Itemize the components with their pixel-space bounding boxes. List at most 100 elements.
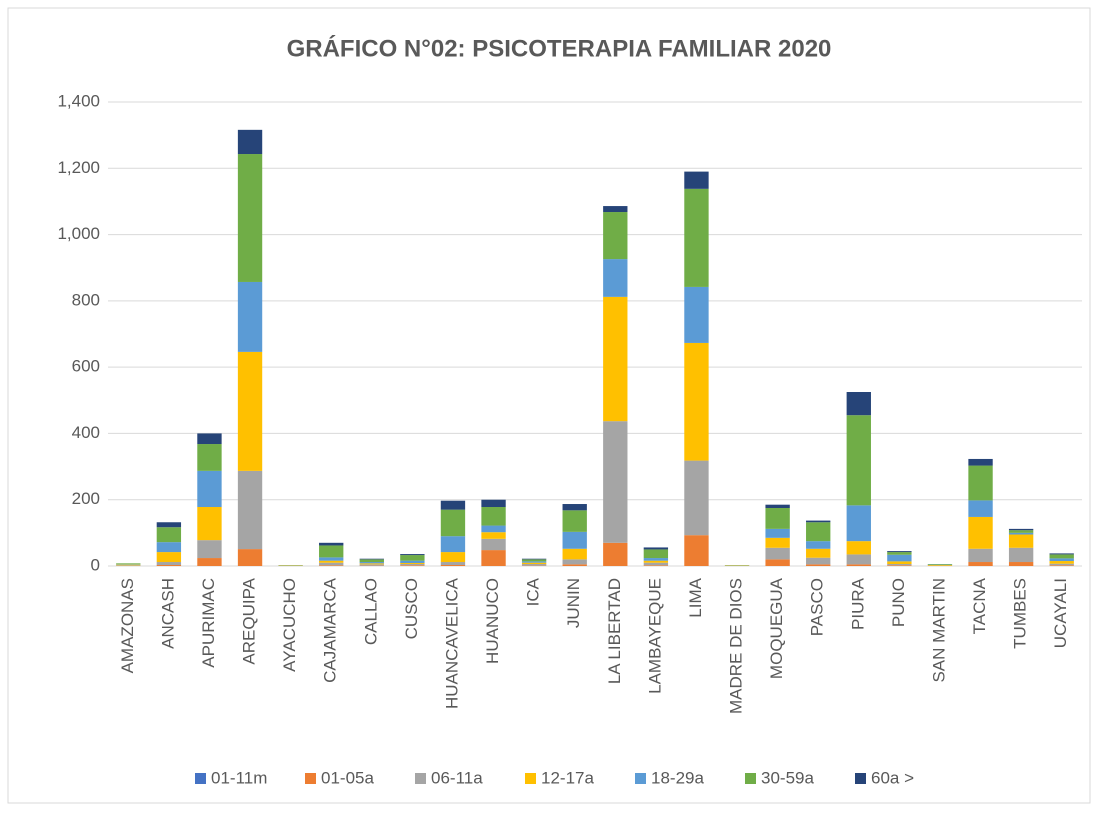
legend-label: 12-17a (541, 768, 594, 787)
bar-segment (197, 433, 221, 444)
bar-segment (1050, 553, 1074, 554)
bar-segment (684, 343, 708, 461)
bar-segment (197, 471, 221, 507)
bar-segment (360, 559, 384, 562)
bar-segment (319, 557, 343, 560)
bar-segment (481, 526, 505, 533)
bar-segment (644, 547, 668, 549)
bar-segment (1009, 548, 1033, 562)
x-tick-label: ICA (524, 577, 543, 606)
bar-segment (887, 561, 911, 564)
bar-segment (765, 559, 789, 566)
bar-segment (522, 559, 546, 561)
x-tick-label: TUMBES (1011, 578, 1030, 649)
bar-segment (1009, 533, 1033, 535)
x-tick-label: MADRE DE DIOS (727, 578, 746, 714)
bar-segment (603, 421, 627, 543)
legend-swatch (855, 773, 866, 784)
x-tick-label: LA LIBERTAD (605, 578, 624, 684)
bar-segment (644, 561, 668, 563)
bar-segment (481, 532, 505, 539)
bar-segment (968, 549, 992, 562)
x-tick-label: UCAYALI (1051, 578, 1070, 648)
bar-segment (887, 564, 911, 565)
bar-segment (157, 527, 181, 542)
bar-segment (806, 541, 830, 549)
legend-label: 01-05a (321, 768, 374, 787)
bar-segment (603, 206, 627, 212)
x-tick-label: MOQUEGUA (767, 577, 786, 679)
legend-swatch (305, 773, 316, 784)
bar-segment (1050, 565, 1074, 566)
bar-segment (441, 565, 465, 566)
x-tick-label: SAN MARTIN (929, 578, 948, 683)
bar-segment (481, 539, 505, 550)
bar-segment (116, 565, 140, 566)
bar-segment (684, 189, 708, 287)
bar-segment (887, 551, 911, 552)
x-tick-label: TACNA (970, 577, 989, 634)
y-tick-label: 1,000 (57, 224, 100, 243)
legend-label: 30-59a (761, 768, 814, 787)
bar-segment (847, 564, 871, 566)
y-tick-label: 600 (72, 357, 100, 376)
bar-segment (684, 535, 708, 566)
x-tick-label: APURIMAC (199, 578, 218, 668)
legend-swatch (635, 773, 646, 784)
y-tick-label: 800 (72, 290, 100, 309)
bar-segment (360, 559, 384, 560)
bar-segment (563, 504, 587, 510)
bar-segment (563, 510, 587, 532)
bar-segment (644, 565, 668, 566)
bar-segment (1009, 562, 1033, 566)
bar-segment (563, 549, 587, 560)
bar-segment (887, 555, 911, 562)
bar-segment (847, 415, 871, 505)
bar-segment (400, 565, 424, 566)
bar-segment (360, 562, 384, 563)
bar-segment (563, 532, 587, 549)
bar-segment (238, 352, 262, 471)
bar-segment (968, 500, 992, 517)
bar-segment (563, 559, 587, 564)
bar-segment (238, 154, 262, 282)
x-tick-label: AYACUCHO (280, 578, 299, 672)
bar-segment (157, 562, 181, 565)
bar-segment (968, 459, 992, 466)
x-tick-label: ANCASH (158, 578, 177, 649)
bar-segment (847, 554, 871, 564)
bar-segment (400, 555, 424, 561)
x-tick-label: AREQUIPA (240, 577, 259, 664)
bar-segment (928, 564, 952, 565)
bar-segment (1050, 561, 1074, 564)
bar-segment (238, 549, 262, 566)
bar-segment (319, 565, 343, 566)
bar-segment (522, 559, 546, 560)
bar-segment (847, 392, 871, 415)
x-tick-label: CAJAMARCA (321, 577, 340, 683)
bar-segment (806, 549, 830, 558)
bar-segment (197, 507, 221, 540)
bar-segment (765, 508, 789, 529)
x-tick-label: PIURA (848, 577, 867, 630)
bar-segment (441, 501, 465, 510)
bar-segment (928, 565, 952, 566)
bar-segment (157, 522, 181, 527)
x-tick-label: LIMA (686, 577, 705, 617)
bar-segment (603, 259, 627, 297)
x-tick-label: AMAZONAS (118, 578, 137, 673)
y-tick-label: 1,400 (57, 91, 100, 110)
legend-swatch (525, 773, 536, 784)
y-tick-label: 1,200 (57, 158, 100, 177)
bar-segment (765, 548, 789, 560)
legend-label: 06-11a (431, 768, 483, 787)
x-tick-label: HUANUCO (483, 578, 502, 664)
x-tick-label: CUSCO (402, 578, 421, 639)
bar-segment (319, 545, 343, 557)
bar-segment (563, 564, 587, 566)
legend-swatch (195, 773, 206, 784)
bar-segment (1009, 535, 1033, 548)
bar-segment (1050, 558, 1074, 561)
bar-segment (481, 550, 505, 566)
